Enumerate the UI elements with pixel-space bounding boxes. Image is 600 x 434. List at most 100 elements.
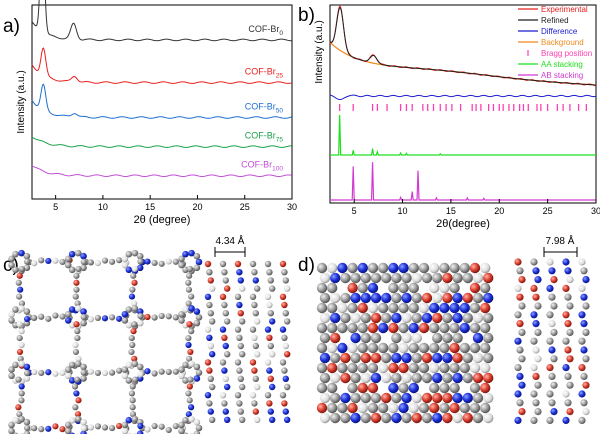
atom [327, 382, 338, 394]
atom [391, 332, 402, 344]
atom [8, 427, 15, 434]
atom [144, 313, 151, 321]
atom [421, 312, 433, 324]
atom [327, 322, 338, 334]
atom [381, 412, 392, 424]
atom [281, 269, 288, 276]
atom [381, 352, 392, 364]
atom [398, 302, 409, 314]
atom [357, 382, 368, 394]
atom [266, 367, 273, 374]
atom [367, 282, 379, 294]
atom [340, 312, 351, 324]
atom [340, 412, 351, 424]
atom [121, 261, 129, 269]
atom [131, 305, 139, 312]
atom [131, 300, 138, 307]
atom [530, 311, 538, 319]
atom [187, 376, 194, 383]
atom [452, 352, 463, 364]
atom [452, 312, 463, 324]
atom [582, 328, 590, 336]
atom [514, 311, 522, 319]
atom [350, 292, 361, 304]
atom [566, 381, 574, 389]
atom [17, 286, 24, 293]
atom [15, 279, 22, 286]
spacing-label-d: 7.98 Å [546, 234, 575, 247]
atom [279, 359, 287, 366]
atom [31, 368, 38, 376]
atom [16, 321, 23, 328]
atom [316, 362, 328, 374]
x-axis-label: 2θ (degree) [134, 214, 191, 226]
atom [462, 272, 473, 284]
atom [469, 342, 481, 354]
atom [408, 262, 419, 274]
x-tick-label: 15 [145, 202, 155, 212]
atom [564, 293, 572, 301]
atom [330, 292, 341, 304]
atom [17, 355, 24, 362]
atom [45, 315, 52, 322]
atom [429, 342, 440, 354]
atom [319, 292, 331, 304]
atom [128, 293, 136, 300]
atom [432, 372, 443, 384]
atom [185, 286, 193, 293]
atom [578, 311, 586, 319]
atom [249, 326, 257, 333]
atom [221, 400, 228, 407]
atom [8, 366, 15, 373]
atom [68, 266, 76, 274]
atom [316, 402, 328, 414]
atom [207, 277, 214, 284]
atom [546, 258, 554, 266]
atom [266, 269, 273, 276]
atom [23, 418, 31, 426]
atom [284, 318, 291, 325]
atom [185, 300, 192, 307]
atom [370, 272, 382, 284]
atom [566, 355, 574, 363]
atom [548, 346, 556, 354]
atom [459, 362, 470, 374]
x-tick-label: 25 [543, 206, 553, 216]
atom [125, 361, 133, 369]
atom [408, 282, 419, 294]
atom [534, 302, 542, 310]
atom [378, 322, 389, 334]
atom [72, 348, 80, 356]
atom [172, 422, 179, 430]
atom [234, 293, 242, 300]
atom [64, 310, 72, 318]
atom [206, 269, 213, 276]
atom [550, 381, 558, 389]
atom [137, 371, 144, 378]
atom [131, 355, 138, 362]
atom [381, 292, 392, 304]
atom [136, 430, 144, 434]
atom [74, 249, 82, 257]
atom [74, 300, 81, 307]
atom [480, 282, 491, 294]
series-label-50: COF-Br50 [245, 102, 284, 115]
atom [401, 352, 412, 364]
atom [209, 351, 216, 358]
atom [75, 265, 82, 273]
atom [206, 301, 213, 309]
atom [204, 293, 212, 300]
atom [80, 430, 87, 434]
atom [462, 352, 473, 364]
spacing-label-c: 4.34 Å [216, 234, 245, 247]
atom [550, 302, 558, 310]
panel-label-d: d) [298, 255, 315, 276]
structure-d-side-view [514, 258, 590, 424]
atom [193, 418, 201, 426]
atom [398, 382, 409, 394]
atom [266, 301, 273, 309]
atom [267, 408, 274, 415]
legend-label: Difference [541, 27, 578, 36]
atom [388, 302, 399, 314]
